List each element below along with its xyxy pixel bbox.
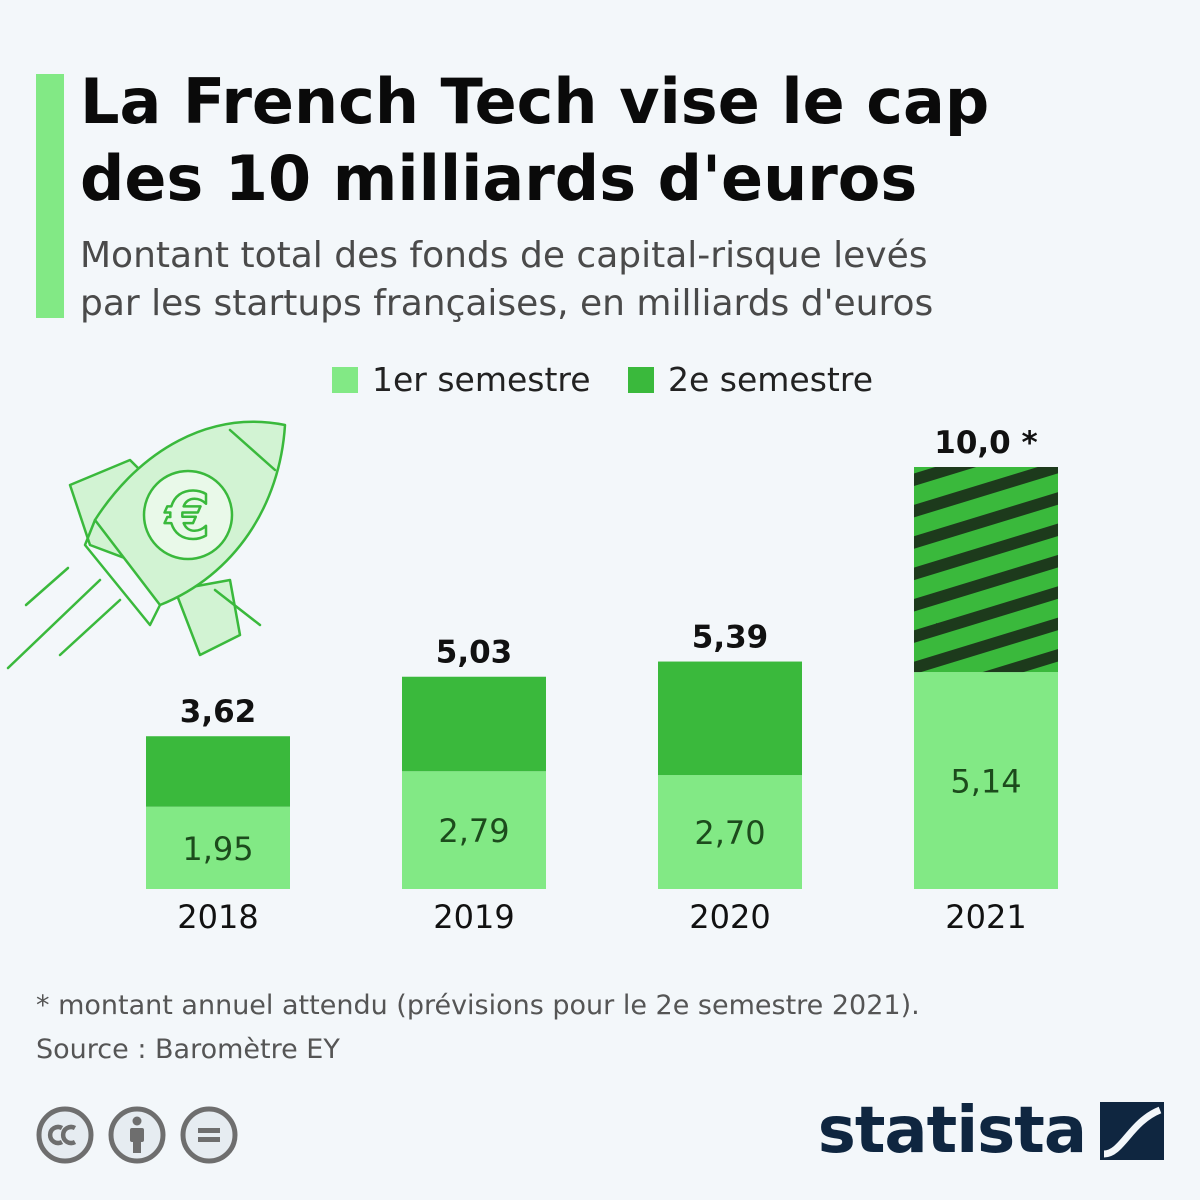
total-label-2019: 5,03 bbox=[436, 635, 513, 671]
bar-first-half-2019 bbox=[402, 771, 546, 889]
chart-subtitle-line-2: par les startups françaises, en milliard… bbox=[80, 282, 934, 324]
x-tick-label-2019: 2019 bbox=[433, 898, 514, 936]
chart-bars: 1,95 3,62 2018 2,79 5,03 2019 2,70 5,39 2020 5,14… bbox=[146, 425, 1058, 936]
legend-label-second-half: 2e semestre bbox=[668, 360, 874, 399]
chart-subtitle-line-1: Montant total des fonds de capital-risqu… bbox=[80, 235, 928, 276]
x-tick-label-2020: 2020 bbox=[689, 898, 770, 936]
no-derivatives-icon[interactable] bbox=[180, 1106, 238, 1164]
chart-legend: 1er semestre 2e semestre bbox=[0, 360, 1200, 404]
bar-second-half-2021 bbox=[914, 467, 1058, 673]
legend-swatch-second-half bbox=[628, 366, 654, 393]
cc-icon[interactable] bbox=[36, 1106, 94, 1164]
bar-first-half-2018 bbox=[146, 806, 290, 889]
bar-first-half-2021 bbox=[914, 672, 1058, 889]
total-label-2021: 10,0 * bbox=[934, 425, 1038, 461]
legend-label-first-half: 1er semestre bbox=[372, 360, 591, 399]
bar-second-half-2019 bbox=[402, 676, 546, 772]
title-accent-bar bbox=[36, 74, 64, 318]
bar-second-half-2018 bbox=[146, 736, 290, 807]
legend-item-first-half: 1er semestre bbox=[332, 360, 591, 399]
first-half-label-2018: 1,95 bbox=[182, 830, 253, 868]
svg-text:€: € bbox=[164, 480, 211, 554]
source-note: Source : Baromètre EY bbox=[36, 1034, 340, 1065]
statista-brand[interactable]: statista bbox=[818, 1094, 1164, 1168]
bar-second-half-2020 bbox=[658, 661, 802, 776]
chart-title-line-1: La French Tech vise le cap bbox=[80, 65, 990, 138]
first-half-label-2021: 5,14 bbox=[950, 763, 1021, 801]
first-half-label-2020: 2,70 bbox=[694, 814, 765, 852]
legend-swatch-first-half bbox=[332, 366, 358, 393]
bar-first-half-2020 bbox=[658, 775, 802, 889]
license-icons bbox=[36, 1106, 252, 1164]
attribution-icon[interactable] bbox=[108, 1106, 166, 1164]
legend-item-second-half: 2e semestre bbox=[628, 360, 873, 399]
x-tick-label-2018: 2018 bbox=[177, 898, 258, 936]
chart-subtitle: Montant total des fonds de capital-risqu… bbox=[80, 232, 933, 327]
rocket-euro-icon: € bbox=[6, 420, 287, 670]
first-half-label-2019: 2,79 bbox=[438, 812, 509, 850]
total-label-2020: 5,39 bbox=[692, 620, 769, 656]
chart-title-line-2: des 10 milliards d'euros bbox=[80, 141, 918, 215]
total-label-2018: 3,62 bbox=[180, 694, 257, 730]
x-tick-label-2021: 2021 bbox=[945, 898, 1026, 936]
chart-title: La French Tech vise le cap des 10 millia… bbox=[80, 64, 989, 218]
bar-chart: € 1,95 3,62 2018 2,79 5,03 2019 2,70 5,39 2020 5,… bbox=[6, 420, 1058, 936]
footnote: * montant annuel attendu (prévisions pou… bbox=[36, 990, 920, 1021]
statista-logo-icon bbox=[1100, 1102, 1164, 1160]
brand-wordmark: statista bbox=[817, 1094, 1087, 1168]
